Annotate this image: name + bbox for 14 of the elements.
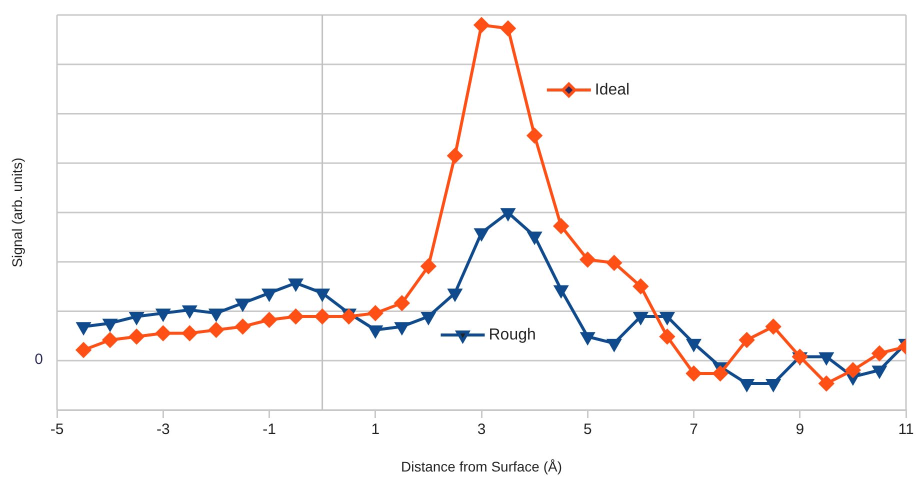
x-tick-label: -5 <box>50 421 64 438</box>
x-tick-label: 11 <box>898 421 914 438</box>
x-tick-label: 1 <box>371 421 380 438</box>
legend-label: Ideal <box>594 81 630 98</box>
x-tick-label: 5 <box>583 421 592 438</box>
x-tick-label: 7 <box>690 421 698 438</box>
x-tick-label: 9 <box>796 421 804 438</box>
text: 0 <box>34 351 43 368</box>
x-tick-label: -3 <box>156 421 170 438</box>
y-axis-title: Signal (arb. units) <box>8 158 25 268</box>
legend-label: Rough <box>488 326 536 344</box>
x-tick-label: -1 <box>262 421 276 438</box>
x-axis-title: Distance from Surface (Å) <box>400 458 562 474</box>
x-tick-label: 3 <box>477 421 486 438</box>
